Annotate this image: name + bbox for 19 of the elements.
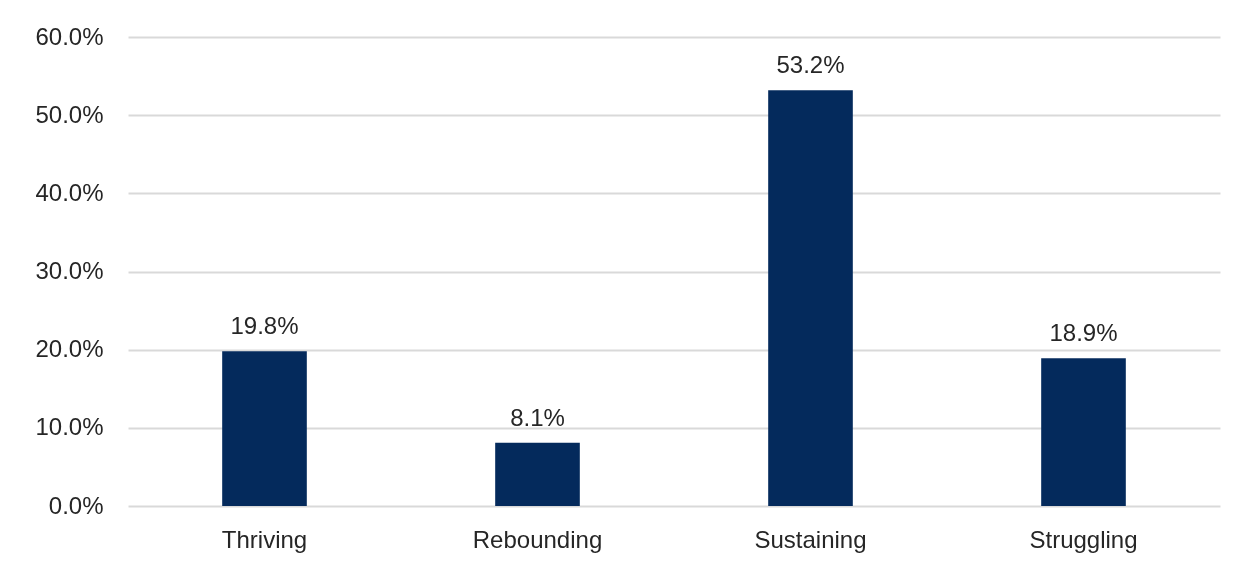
y-tick-label: 50.0%: [35, 100, 104, 128]
bar: [222, 351, 307, 506]
y-tick-label: 30.0%: [35, 257, 104, 284]
data-label: 8.1%: [510, 403, 565, 431]
y-tick-label: 10.0%: [35, 413, 104, 441]
data-label: 53.2%: [776, 51, 845, 79]
data-label: 19.8%: [230, 312, 299, 340]
y-tick-label: 0.0%: [48, 491, 104, 519]
x-tick-label: Thriving: [221, 525, 308, 553]
bar: [1041, 358, 1126, 506]
x-tick-label: Rebounding: [472, 525, 603, 553]
bar: [495, 442, 580, 506]
data-label: 18.9%: [1049, 319, 1118, 347]
y-tick-label: 40.0%: [35, 178, 104, 206]
y-tick-label: 20.0%: [35, 335, 104, 363]
x-tick-label: Struggling: [1029, 525, 1138, 553]
y-tick-label: 60.0%: [35, 22, 104, 50]
x-tick-label: Sustaining: [754, 525, 867, 553]
bar: [768, 90, 853, 506]
